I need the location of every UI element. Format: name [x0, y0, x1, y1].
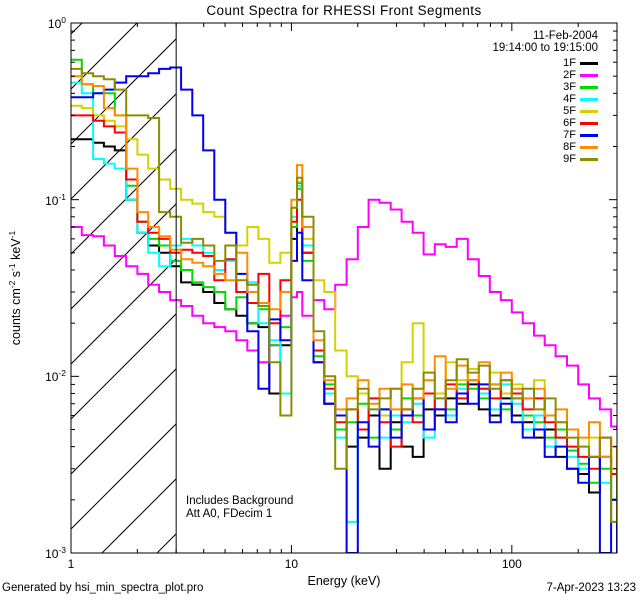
axis-ticks — [70, 22, 617, 554]
legend-swatch-4F — [580, 98, 598, 101]
legend-label-7F: 7F — [563, 129, 576, 141]
series-line-3F — [71, 58, 617, 546]
x-tick-label: 1 — [67, 557, 75, 571]
series-line-2F — [71, 198, 617, 430]
x-tick-label: 100 — [501, 557, 522, 571]
legend-swatch-1F — [580, 62, 598, 65]
series-line-4F — [71, 81, 617, 523]
page-title: Count Spectra for RHESSI Front Segments — [206, 3, 482, 18]
legend-time-range: 19:14:00 to 19:15:00 — [492, 42, 598, 54]
legend-swatch-7F — [580, 134, 598, 137]
legend-date: 11-Feb-2004 — [533, 30, 598, 42]
plot-annotation: Includes Background Att A0, FDecim 1 — [186, 495, 293, 521]
series-line-1F — [71, 138, 617, 501]
spectra-series — [71, 58, 617, 553]
y-tick-label: 10-2 — [45, 368, 66, 385]
legend-label-6F: 6F — [563, 117, 576, 129]
y-tick-label: 10-1 — [45, 191, 66, 208]
series-line-7F — [71, 66, 617, 553]
x-tick-label: 10 — [284, 557, 299, 571]
x-axis-label: Energy (keV) — [307, 574, 381, 588]
legend-label-1F: 1F — [563, 57, 576, 69]
series-line-5F — [71, 104, 617, 474]
annotation-attenuator: Att A0, FDecim 1 — [186, 508, 273, 520]
legend-label-2F: 2F — [563, 69, 576, 81]
hatched-region — [71, 23, 177, 553]
legend-label-4F: 4F — [563, 93, 576, 105]
y-tick-label: 10-3 — [45, 545, 66, 561]
legend-swatch-5F — [580, 110, 598, 113]
plot-frame — [70, 22, 618, 554]
legend-label-8F: 8F — [563, 141, 576, 153]
legend-swatch-3F — [580, 86, 598, 89]
legend-label-9F: 9F — [563, 153, 576, 165]
series-line-9F — [71, 67, 617, 523]
annotation-background: Includes Background — [186, 495, 294, 507]
footer-datetime: 7-Apr-2023 13:23 — [546, 582, 636, 594]
footer-generator: Generated by hsi_min_spectra_plot.pro — [2, 582, 204, 594]
legend-label-5F: 5F — [563, 105, 576, 117]
legend-label-3F: 3F — [563, 81, 576, 93]
legend-swatch-8F — [580, 146, 598, 149]
legend-swatch-9F — [580, 158, 598, 161]
y-axis-label: counts cm-2 s-1 keV-1 — [6, 230, 24, 346]
legend-swatch-2F — [580, 74, 598, 77]
legend-swatch-6F — [580, 122, 598, 125]
y-tick-label: 100 — [47, 15, 66, 31]
